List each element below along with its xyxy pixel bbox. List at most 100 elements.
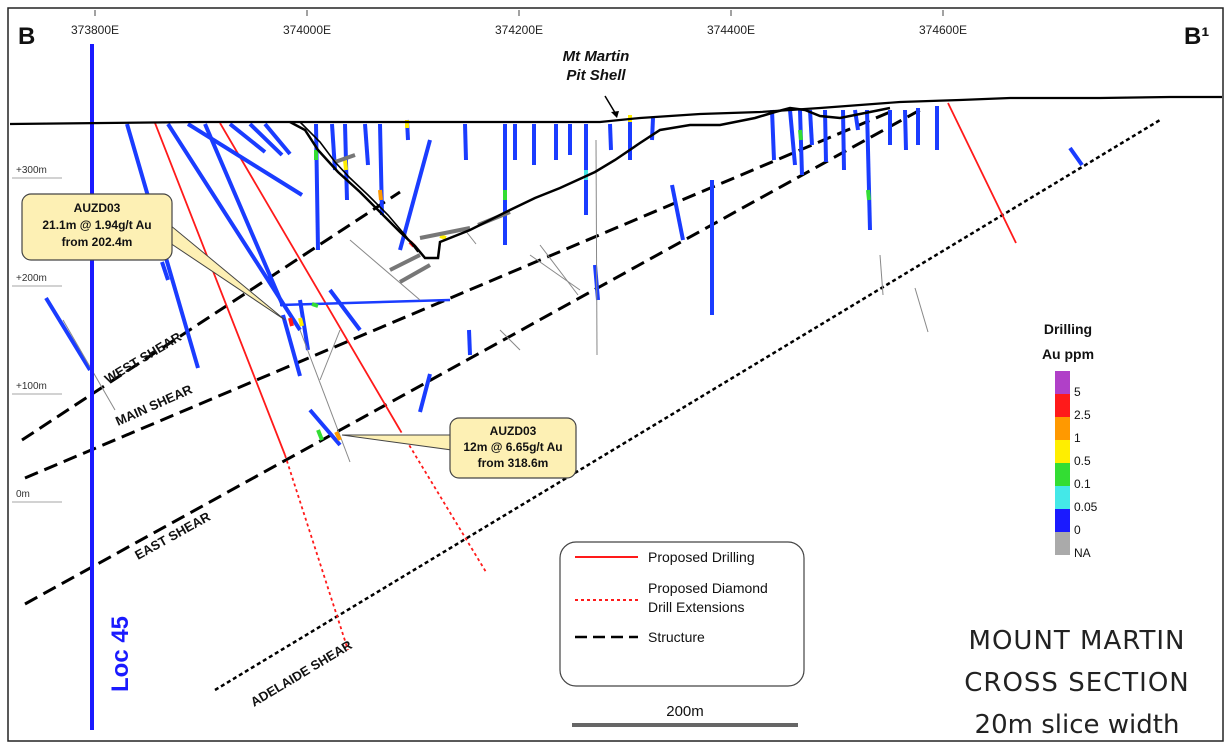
drill-hole xyxy=(418,373,432,413)
intercept-segment xyxy=(298,317,304,327)
grade-label: 0 xyxy=(1074,523,1081,537)
drill-hole xyxy=(788,109,797,166)
drill-hole xyxy=(263,122,292,156)
intercept-callout-1: AUZD03 21.1m @ 1.94g/t Au from 202.4m xyxy=(21,193,286,321)
drill-hole xyxy=(228,122,267,154)
working-segment xyxy=(419,226,471,240)
easting-label: 374400E xyxy=(707,23,755,37)
elevation-axis: +300m +200m +100m 0m xyxy=(12,165,62,503)
intercept-segment xyxy=(798,129,803,141)
elevation-label: +100m xyxy=(16,381,47,392)
easting-label: 374600E xyxy=(919,23,967,37)
easting-label: 374200E xyxy=(495,23,543,37)
callout-box xyxy=(449,417,577,479)
grade-label: 1 xyxy=(1074,431,1081,445)
drill-trace xyxy=(62,319,116,411)
grade-swatch xyxy=(1055,486,1070,509)
drilling-legend: Proposed Drilling Proposed Diamond Drill… xyxy=(559,541,805,687)
arrow-head-icon xyxy=(611,111,619,118)
drill-hole xyxy=(281,314,302,377)
callout-grade: 21.1m @ 1.94g/t Au xyxy=(42,218,151,232)
intercept-segment xyxy=(288,317,294,327)
drill-hole xyxy=(823,109,828,163)
pit-shell-label-2: Pit Shell xyxy=(566,67,626,84)
drill-trace xyxy=(595,139,598,356)
drill-hole xyxy=(203,123,285,307)
drill-hole xyxy=(903,109,908,151)
title-block: MOUNT MARTIN CROSS SECTION 20m slice wid… xyxy=(964,626,1190,740)
drill-hole xyxy=(608,123,613,151)
drill-traces xyxy=(62,139,929,463)
drill-hole xyxy=(363,123,370,166)
west-shear-line xyxy=(21,190,401,442)
scale-bar: 200m xyxy=(572,703,798,727)
section-start-label: B xyxy=(18,23,35,50)
intercept-segment xyxy=(316,429,324,441)
drill-hole xyxy=(853,109,860,131)
grade-label: 0.1 xyxy=(1074,477,1091,491)
proposed-diamond-label-2: Drill Extensions xyxy=(648,599,744,615)
drill-hole xyxy=(798,109,804,176)
grade-label: 0.5 xyxy=(1074,454,1091,468)
proposed-extension xyxy=(399,429,487,573)
drill-hole xyxy=(378,123,384,216)
grade-swatch xyxy=(1055,440,1070,463)
grade-label: NA xyxy=(1074,546,1091,560)
east-shear-line xyxy=(24,108,921,606)
proposed-drilling-label: Proposed Drilling xyxy=(648,549,755,565)
drill-hole xyxy=(1068,146,1084,167)
grade-swatch xyxy=(1055,509,1070,532)
proposed-diamond-extensions xyxy=(284,429,487,651)
pit-shell-inner xyxy=(299,121,419,253)
working-segment xyxy=(334,153,356,164)
pit-shell-label-1: Mt Martin xyxy=(563,48,630,65)
callout-depth: from 318.6m xyxy=(478,456,549,470)
topography-surface xyxy=(9,95,1222,126)
drill-trace xyxy=(539,244,579,296)
scale-bar-label: 200m xyxy=(666,703,704,720)
drill-holes xyxy=(44,106,1084,447)
pit-shell-outline xyxy=(289,106,891,260)
drill-hole xyxy=(670,184,685,241)
grade-swatch xyxy=(1055,532,1070,555)
drill-hole xyxy=(841,109,846,171)
drill-trace xyxy=(499,329,521,351)
intercept-segment xyxy=(311,302,319,308)
grade-swatch xyxy=(1055,371,1070,394)
grade-label: 0.05 xyxy=(1074,500,1098,514)
intercept-segment xyxy=(439,234,447,240)
drill-hole xyxy=(865,109,872,231)
drill-hole xyxy=(650,117,655,141)
drill-trace xyxy=(914,287,929,333)
working-segment xyxy=(399,263,431,284)
grade-legend-title-1: Drilling xyxy=(1044,321,1092,337)
drill-hole xyxy=(314,123,320,251)
intercept-segment xyxy=(334,431,342,441)
easting-label: 373800E xyxy=(71,23,119,37)
structure-label: Structure xyxy=(648,629,705,645)
intercept-segment xyxy=(378,189,383,201)
scale-bar-line xyxy=(572,723,798,727)
callout-box xyxy=(21,193,173,261)
grade-label: 5 xyxy=(1074,385,1081,399)
title-line-3: 20m slice width xyxy=(975,710,1180,740)
drill-trace xyxy=(529,254,581,291)
proposed-extension xyxy=(284,454,349,651)
drill-hole xyxy=(248,122,284,157)
proposed-hole xyxy=(219,122,401,431)
proposed-hole xyxy=(154,122,286,456)
drill-hole xyxy=(160,261,170,281)
drill-hole xyxy=(467,329,472,356)
title-line-2: CROSS SECTION xyxy=(964,668,1190,698)
loc-45-label: Loc 45 xyxy=(107,616,134,692)
grade-legend: Drilling Au ppm 5 2.5 1 0.5 0.1 0.05 0 NA xyxy=(1042,321,1098,560)
proposed-drilling xyxy=(154,102,1017,456)
callout-depth: from 202.4m xyxy=(62,235,133,249)
title-line-1: MOUNT MARTIN xyxy=(969,626,1186,656)
callout-hole-id: AUZD03 xyxy=(74,201,121,215)
proposed-hole xyxy=(947,102,1017,244)
drill-trace xyxy=(299,329,351,463)
elevation-label: +200m xyxy=(16,273,47,284)
